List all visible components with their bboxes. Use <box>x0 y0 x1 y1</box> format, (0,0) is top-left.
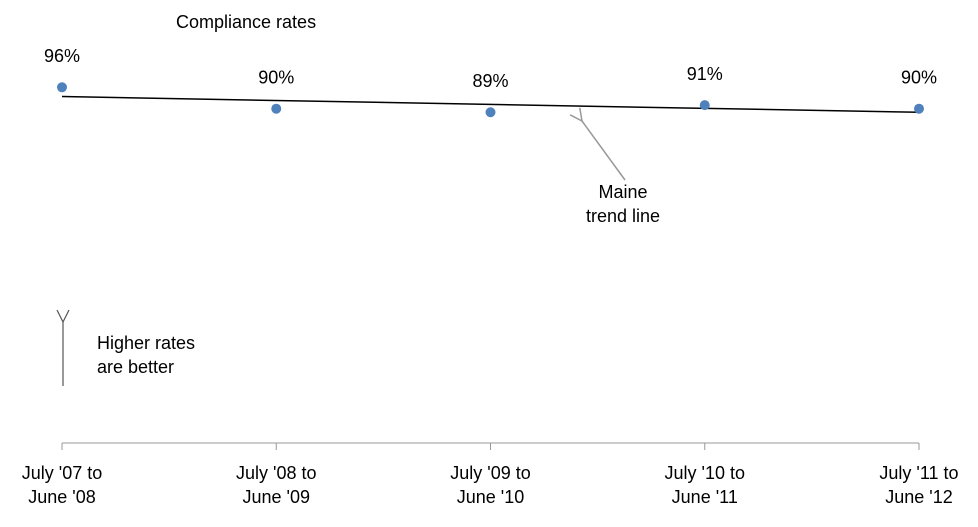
data-label: 90% <box>258 67 294 87</box>
data-label: 91% <box>687 64 723 84</box>
point <box>485 107 496 118</box>
point <box>914 103 924 114</box>
point <box>271 103 282 114</box>
annotation: Maine trend line <box>585 182 661 226</box>
data-label: 89% <box>472 71 508 91</box>
x-tick-label: July '07 to June '08 <box>21 463 103 507</box>
point <box>699 100 710 111</box>
trend-arrow <box>582 121 626 181</box>
point <box>57 82 67 93</box>
data-label: 96% <box>44 46 80 66</box>
data-label: 90% <box>901 67 937 87</box>
chart-title: Compliance rates <box>176 12 316 32</box>
x-tick-label: July '09 to June '10 <box>450 463 531 507</box>
annotation: Higher rates are better <box>97 333 196 377</box>
x-tick-label: July '08 to June '09 <box>236 463 317 507</box>
trend-line <box>61 95 920 114</box>
x-tick-label: July '10 to June '11 <box>664 463 745 507</box>
x-tick-label: July '11 to June '12 <box>879 463 959 507</box>
